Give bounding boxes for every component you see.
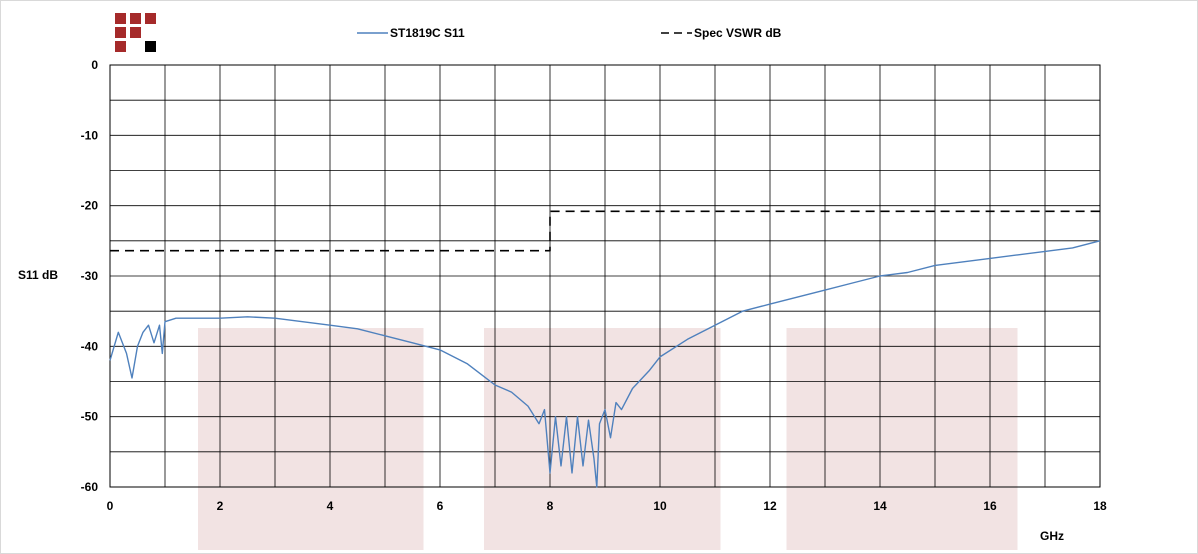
company-logo xyxy=(115,13,156,52)
legend-label-spec: Spec VSWR dB xyxy=(694,26,782,40)
series-group xyxy=(109,210,1101,488)
x-tick-label: 0 xyxy=(107,499,114,513)
x-tick-label: 14 xyxy=(873,499,887,513)
legend: ST1819C S11 Spec VSWR dB xyxy=(357,26,782,40)
x-tick-label: 2 xyxy=(217,499,224,513)
y-tick-labels: 0 -10 -20 -30 -40 -50 -60 xyxy=(81,58,99,494)
y-tick-label: -20 xyxy=(81,199,99,213)
plot-area-border xyxy=(109,64,1101,488)
highlight-bands xyxy=(198,328,1018,550)
y-tick-label: 0 xyxy=(91,58,98,72)
x-tick-label: 6 xyxy=(437,499,444,513)
x-tick-label: 10 xyxy=(653,499,667,513)
y-tick-label: -40 xyxy=(81,339,99,353)
y-tick-label: -50 xyxy=(81,410,99,424)
x-tick-label: 18 xyxy=(1093,499,1107,513)
series-line-spec xyxy=(110,210,1100,252)
highlight-band-1 xyxy=(198,328,424,550)
x-tick-label: 8 xyxy=(547,499,554,513)
y-axis-title: S11 dB xyxy=(18,268,58,282)
grid xyxy=(109,64,1101,488)
x-tick-labels: 0 2 4 6 8 10 12 14 16 18 xyxy=(107,499,1107,513)
y-tick-label: -60 xyxy=(81,480,99,494)
y-tick-label: -10 xyxy=(81,128,99,142)
x-tick-label: 4 xyxy=(327,499,334,513)
legend-label-s11: ST1819C S11 xyxy=(390,26,465,40)
x-tick-label: 16 xyxy=(983,499,997,513)
x-axis-title: GHz xyxy=(1040,529,1064,543)
y-tick-label: -30 xyxy=(81,269,99,283)
highlight-band-2 xyxy=(484,328,721,550)
x-tick-label: 12 xyxy=(763,499,777,513)
highlight-band-3 xyxy=(786,328,1018,550)
series-line-s11 xyxy=(109,240,1101,488)
